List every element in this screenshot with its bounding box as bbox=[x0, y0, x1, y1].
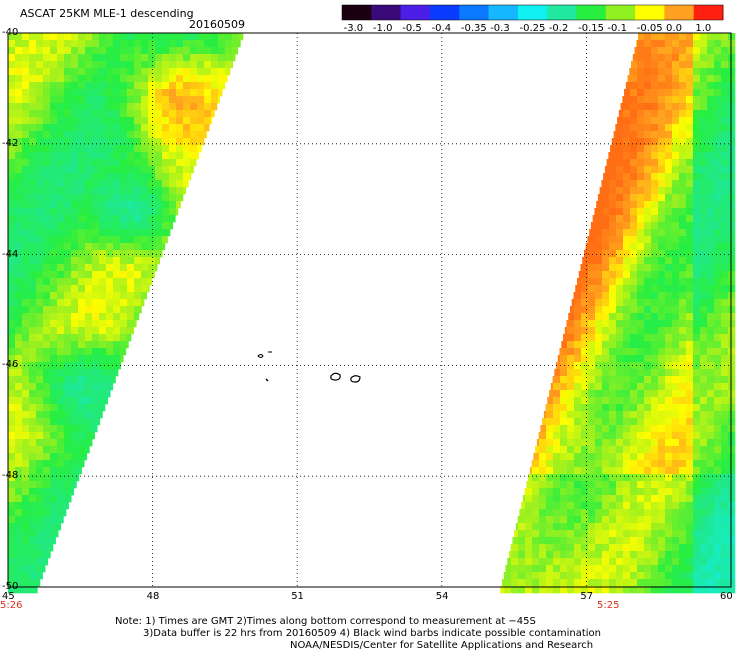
colorbar-segment bbox=[401, 5, 431, 20]
colorbar-segment bbox=[635, 5, 665, 20]
lat-tick-label: -44 bbox=[2, 249, 18, 260]
colorbar-segment bbox=[489, 5, 519, 20]
note-line-1: Note: 1) Times are GMT 2)Times along bot… bbox=[115, 616, 536, 627]
island-outline bbox=[331, 373, 340, 380]
lon-tick-label: 57 bbox=[580, 591, 593, 602]
lat-tick-label: -40 bbox=[2, 27, 18, 38]
colorbar-segment bbox=[547, 5, 577, 20]
colorbar-tick-label: -0.5 bbox=[402, 23, 422, 34]
colorbar-tick-label: -0.25 bbox=[520, 23, 546, 34]
island-outline bbox=[266, 379, 268, 381]
island-outline bbox=[258, 355, 263, 358]
colorbar-segment bbox=[371, 5, 401, 20]
lat-tick-label: -48 bbox=[2, 470, 18, 481]
colorbar-segment bbox=[518, 5, 548, 20]
colorbar-segment bbox=[664, 5, 694, 20]
colorbar bbox=[342, 5, 724, 20]
lat-tick-label: -42 bbox=[2, 138, 18, 149]
island-outlines bbox=[258, 352, 360, 382]
lon-tick-label: 51 bbox=[291, 591, 304, 602]
colorbar-tick-label: -0.05 bbox=[637, 23, 663, 34]
colorbar-tick-label: -0.2 bbox=[549, 23, 569, 34]
lon-tick-label: 60 bbox=[720, 591, 733, 602]
colorbar-tick-label: -0.3 bbox=[490, 23, 510, 34]
colorbar-segment bbox=[459, 5, 489, 20]
colorbar-tick-label: -0.15 bbox=[578, 23, 604, 34]
lat-tick-label: -46 bbox=[2, 359, 18, 370]
colorbar-segment bbox=[606, 5, 636, 20]
time-label-east: 5:25 bbox=[597, 600, 619, 611]
lat-tick-label: -50 bbox=[2, 581, 18, 592]
lon-tick-label: 54 bbox=[436, 591, 449, 602]
colorbar-tick-label: 1.0 bbox=[695, 23, 711, 34]
colorbar-tick-label: -0.4 bbox=[432, 23, 452, 34]
note-line-3: NOAA/NESDIS/Center for Satellite Applica… bbox=[290, 640, 593, 651]
swath-east bbox=[500, 33, 735, 593]
time-label-west: 5:26 bbox=[0, 600, 22, 611]
colorbar-tick-label: 0.0 bbox=[666, 23, 682, 34]
colorbar-segment bbox=[576, 5, 606, 20]
colorbar-tick-label: -0.35 bbox=[461, 23, 487, 34]
colorbar-segment bbox=[694, 5, 724, 20]
lon-tick-label: 48 bbox=[147, 591, 160, 602]
note-line-2: 3)Data buffer is 22 hrs from 20160509 4)… bbox=[143, 628, 601, 639]
colorbar-tick-label: -0.1 bbox=[607, 23, 627, 34]
colorbar-segment bbox=[342, 5, 372, 20]
colorbar-tick-label: -3.0 bbox=[344, 23, 364, 34]
swath-west bbox=[8, 33, 243, 593]
colorbar-tick-label: -1.0 bbox=[373, 23, 393, 34]
colorbar-segment bbox=[430, 5, 460, 20]
island-outline bbox=[351, 376, 360, 382]
